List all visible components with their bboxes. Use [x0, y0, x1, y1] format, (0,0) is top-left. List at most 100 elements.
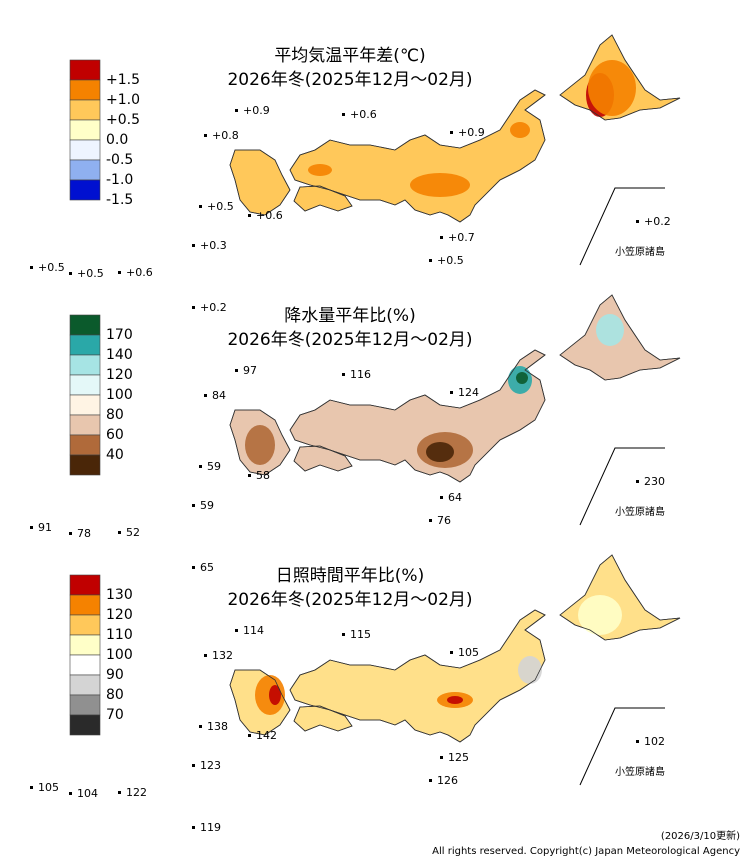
station-value: 119	[200, 821, 221, 834]
station-marker	[192, 826, 195, 829]
map-panel: 日照時間平年比(%) 2026年冬(2025年12月〜02月) 小笠原諸島 130 12…	[30, 554, 681, 834]
legend-label: 70	[106, 707, 124, 723]
legend-label: 110	[106, 627, 133, 643]
station-value: +0.7	[448, 231, 475, 244]
legend-swatch	[69, 434, 101, 456]
legend-swatch	[69, 594, 101, 616]
station-value: 124	[458, 386, 479, 399]
station-marker	[248, 214, 251, 217]
station-marker	[192, 504, 195, 507]
map-region	[245, 425, 275, 465]
station-marker	[429, 779, 432, 782]
legend-swatch	[69, 374, 101, 396]
station-value: +0.5	[38, 261, 65, 274]
station-marker	[636, 220, 639, 223]
station-value: +0.5	[437, 254, 464, 267]
station-value: 65	[200, 561, 214, 574]
station-marker	[69, 272, 72, 275]
station-value: +0.5	[207, 200, 234, 213]
legend-swatch	[69, 614, 101, 636]
station-marker	[192, 306, 195, 309]
legend-swatch	[69, 59, 101, 81]
legend-label: -1.0	[106, 172, 133, 188]
station-value: +0.9	[458, 126, 485, 139]
station-value: 64	[448, 491, 462, 504]
legend-swatch	[69, 574, 101, 596]
station-marker	[440, 496, 443, 499]
station-value: 142	[256, 729, 277, 742]
station-marker	[440, 236, 443, 239]
legend-swatch	[69, 674, 101, 696]
map-subtitle: 2026年冬(2025年12月〜02月)	[227, 70, 472, 90]
region-label: 小笠原諸島	[615, 245, 665, 258]
station-value: 125	[448, 751, 469, 764]
map-subtitle: 2026年冬(2025年12月〜02月)	[227, 590, 472, 610]
legend-label: 90	[106, 667, 124, 683]
map-panel: 平均気温平年差(℃) 2026年冬(2025年12月〜02月) 小笠原諸島 +1.5 +…	[30, 34, 681, 314]
map-region	[410, 173, 470, 197]
station-marker	[69, 532, 72, 535]
station-value: 59	[207, 460, 221, 473]
legend-label: 170	[106, 327, 133, 343]
legend-label: +1.5	[106, 72, 140, 88]
station-value: 116	[350, 368, 371, 381]
legend-label: +1.0	[106, 92, 140, 108]
station-marker	[636, 740, 639, 743]
station-value: +0.6	[350, 108, 377, 121]
legend-label: 130	[106, 587, 133, 603]
legend-label: 120	[106, 607, 133, 623]
station-marker	[204, 134, 207, 137]
legend-swatch	[69, 654, 101, 676]
station-marker	[235, 369, 238, 372]
map-region	[596, 314, 624, 346]
station-value: 114	[243, 624, 264, 637]
legend-label: 80	[106, 687, 124, 703]
legend-swatch	[69, 454, 101, 476]
station-marker	[429, 259, 432, 262]
region-label: 小笠原諸島	[615, 765, 665, 778]
station-value: +0.6	[256, 209, 283, 222]
station-marker	[204, 654, 207, 657]
copyright: All rights reserved. Copyright(c) Japan …	[432, 846, 740, 857]
map-panel: 降水量平年比(%) 2026年冬(2025年12月〜02月) 小笠原諸島 170 140…	[30, 294, 681, 574]
station-marker	[118, 791, 121, 794]
station-marker	[199, 205, 202, 208]
station-marker	[235, 109, 238, 112]
legend-label: +0.5	[106, 112, 140, 128]
station-value: +0.6	[126, 266, 153, 279]
station-value: +0.2	[644, 215, 671, 228]
station-marker	[450, 651, 453, 654]
station-value: 105	[38, 781, 59, 794]
legend-label: 140	[106, 347, 133, 363]
legend-swatch	[69, 634, 101, 656]
station-marker	[69, 792, 72, 795]
map-title: 降水量平年比(%)	[284, 306, 415, 326]
legend-swatch	[69, 354, 101, 376]
inset-frame	[579, 707, 665, 786]
station-marker	[30, 266, 33, 269]
station-value: 138	[207, 720, 228, 733]
station-value: 76	[437, 514, 451, 527]
station-value: 105	[458, 646, 479, 659]
legend-swatch	[69, 714, 101, 736]
station-marker	[199, 465, 202, 468]
station-value: 97	[243, 364, 257, 377]
station-marker	[192, 764, 195, 767]
legend-label: -0.5	[106, 152, 133, 168]
map-region	[447, 696, 463, 704]
legend-swatch	[69, 79, 101, 101]
legend-swatch	[69, 139, 101, 161]
station-value: 122	[126, 786, 147, 799]
station-marker	[204, 394, 207, 397]
station-value: +0.3	[200, 239, 227, 252]
station-marker	[342, 113, 345, 116]
legend-label: 100	[106, 647, 133, 663]
station-marker	[118, 531, 121, 534]
region-label: 小笠原諸島	[615, 505, 665, 518]
station-value: 123	[200, 759, 221, 772]
legend-label: 0.0	[106, 132, 128, 148]
station-marker	[342, 633, 345, 636]
map-region	[588, 60, 636, 116]
station-value: 126	[437, 774, 458, 787]
